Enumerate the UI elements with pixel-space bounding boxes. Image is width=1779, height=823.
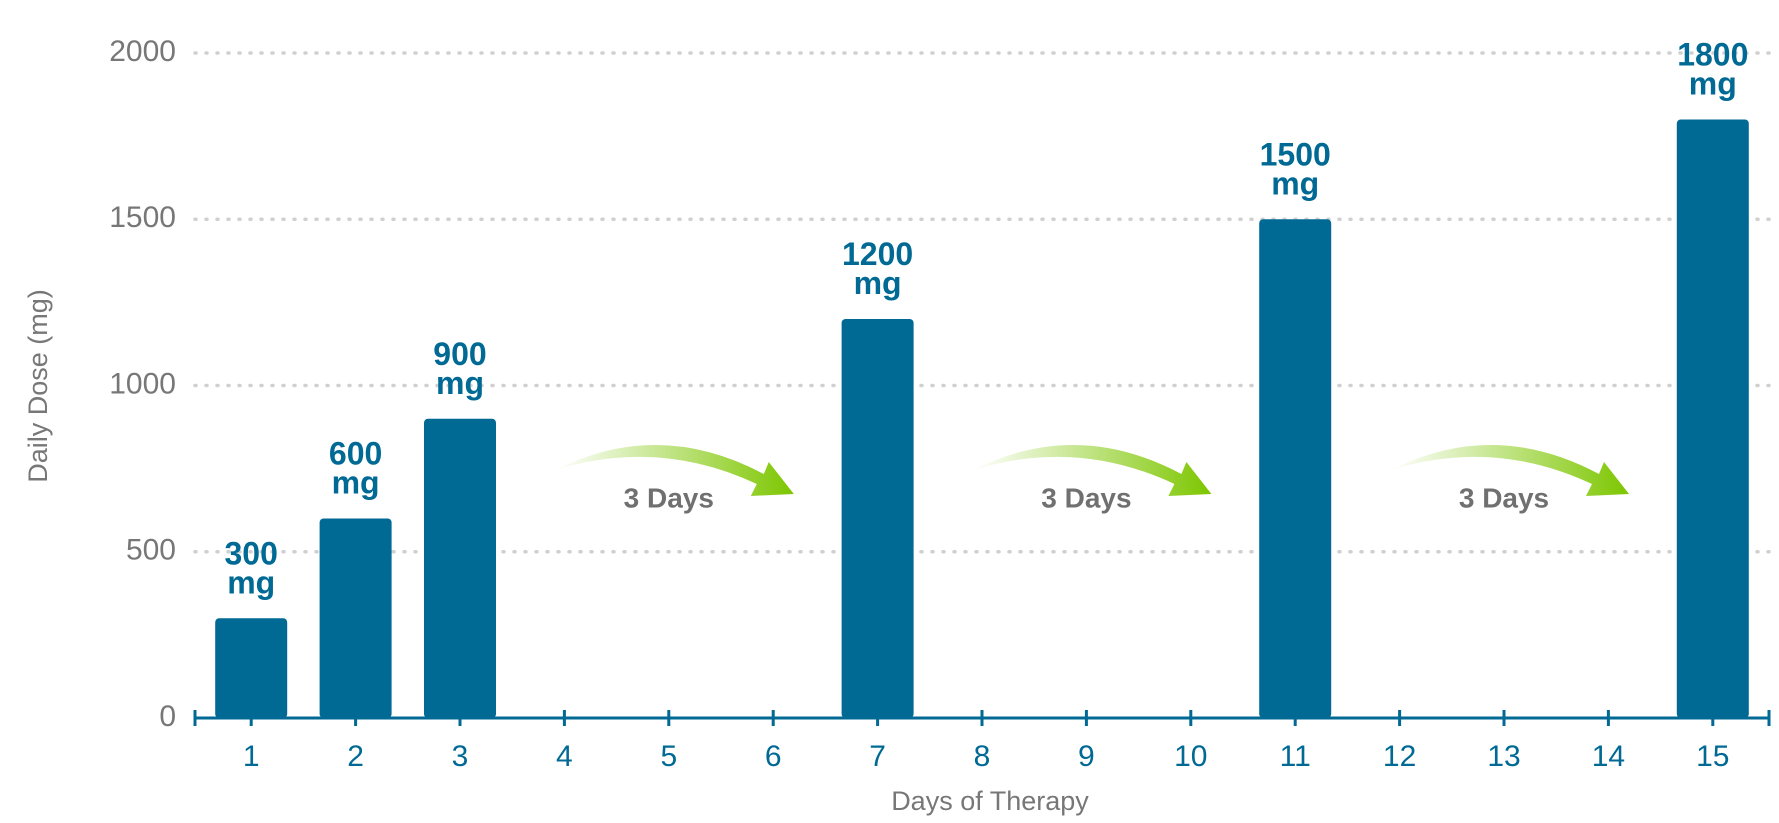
x-tick-label: 2 bbox=[347, 740, 364, 773]
x-axis-title: Days of Therapy bbox=[891, 786, 1089, 816]
bar bbox=[424, 418, 496, 718]
annotation: 3 Days bbox=[1041, 482, 1131, 513]
bar bbox=[841, 319, 914, 718]
annotation: 3 Days bbox=[624, 482, 714, 513]
y-tick-label: 0 bbox=[159, 700, 176, 733]
x-tick-label: 15 bbox=[1696, 740, 1729, 773]
x-tick-label: 4 bbox=[556, 740, 573, 773]
value-label: 1500 mg bbox=[1260, 137, 1331, 202]
value-label: 1800 mg bbox=[1677, 37, 1748, 102]
x-tick-label: 7 bbox=[869, 740, 886, 773]
x-tick-label: 6 bbox=[765, 740, 782, 773]
x-tick-label: 13 bbox=[1487, 740, 1520, 773]
y-tick-label: 1500 bbox=[109, 201, 176, 234]
x-tick-label: 12 bbox=[1383, 740, 1416, 773]
x-tick-label: 1 bbox=[243, 740, 260, 773]
arrow-body bbox=[1391, 444, 1629, 496]
x-tick-label: 11 bbox=[1280, 740, 1311, 773]
annotation: 3 Days bbox=[1459, 482, 1549, 513]
x-tick-label: 3 bbox=[452, 740, 469, 773]
y-tick-label: 2000 bbox=[109, 35, 176, 68]
x-tick-label: 5 bbox=[660, 740, 677, 773]
arrow-body bbox=[555, 444, 794, 496]
bar bbox=[319, 518, 392, 718]
y-tick-label: 1000 bbox=[109, 367, 176, 400]
x-tick-label: 9 bbox=[1078, 740, 1095, 773]
x-tick-label: 10 bbox=[1174, 740, 1207, 773]
value-label: 300 mg bbox=[225, 536, 278, 601]
arrow-body bbox=[973, 444, 1212, 496]
value-label: 900 mg bbox=[433, 336, 486, 401]
x-tick-label: 14 bbox=[1592, 740, 1625, 773]
bar bbox=[1676, 119, 1749, 718]
y-tick-label: 500 bbox=[126, 534, 176, 567]
x-tick-label: 8 bbox=[974, 740, 991, 773]
y-axis-title: Daily Dose (mg) bbox=[23, 289, 53, 483]
bar bbox=[215, 618, 288, 718]
bar bbox=[1259, 219, 1332, 718]
value-label: 600 mg bbox=[329, 436, 382, 501]
value-label: 1200 mg bbox=[842, 236, 913, 301]
